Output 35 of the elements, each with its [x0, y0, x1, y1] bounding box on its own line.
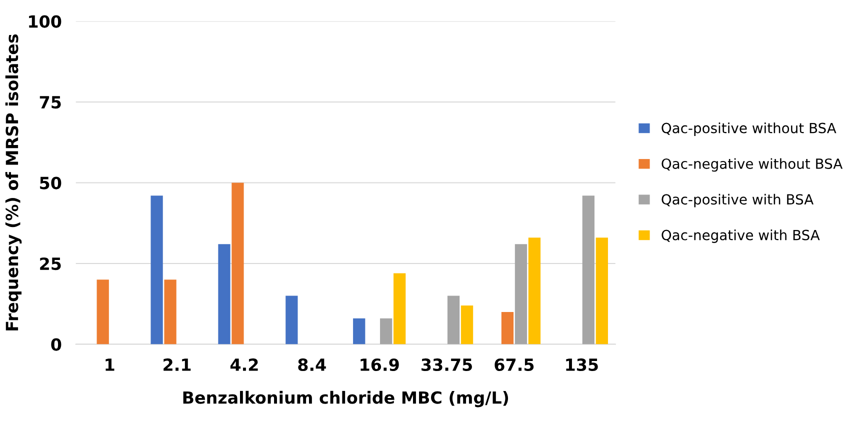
x-axis-title: Benzalkonium chloride MBC (mg/L) [183, 390, 508, 408]
bar [514, 244, 528, 344]
bar [286, 296, 298, 344]
legend-label: Qac-positive with BSA [662, 194, 814, 208]
bar [380, 318, 392, 344]
legend-label: Qac-negative without BSA [662, 158, 843, 172]
x-tick-label: 4.2 [230, 358, 258, 371]
bar [164, 280, 176, 344]
legend-label: Qac-negative with BSA [662, 230, 820, 243]
bar [232, 182, 244, 344]
y-tick-label: 100 [29, 15, 62, 28]
bar [582, 196, 594, 344]
x-tick-label: 16.9 [360, 358, 399, 372]
x-tick-label: 135 [566, 358, 598, 372]
bar [218, 244, 230, 344]
bar [394, 273, 406, 344]
y-tick-label: 25 [40, 257, 61, 270]
bar [96, 280, 109, 344]
bar [596, 238, 608, 344]
x-tick-label: 1 [106, 358, 114, 371]
bar [501, 312, 514, 344]
bar [460, 305, 474, 344]
y-tick-label: 75 [40, 96, 61, 109]
x-tick-label: 67.5 [494, 358, 534, 372]
y-axis-title: Frequency (%) of MRSP isolates [5, 34, 22, 330]
y-tick-label: 0 [51, 338, 62, 351]
bar [447, 296, 460, 344]
x-tick-label: 33.75 [422, 358, 472, 372]
bar [150, 196, 163, 344]
bar [353, 318, 366, 344]
bar [528, 238, 541, 344]
x-tick-label: 8.4 [298, 358, 326, 372]
legend-label: Qac-positive without BSA [662, 122, 836, 136]
x-tick-label: 2.1 [164, 358, 191, 371]
y-tick-label: 50 [40, 176, 62, 190]
